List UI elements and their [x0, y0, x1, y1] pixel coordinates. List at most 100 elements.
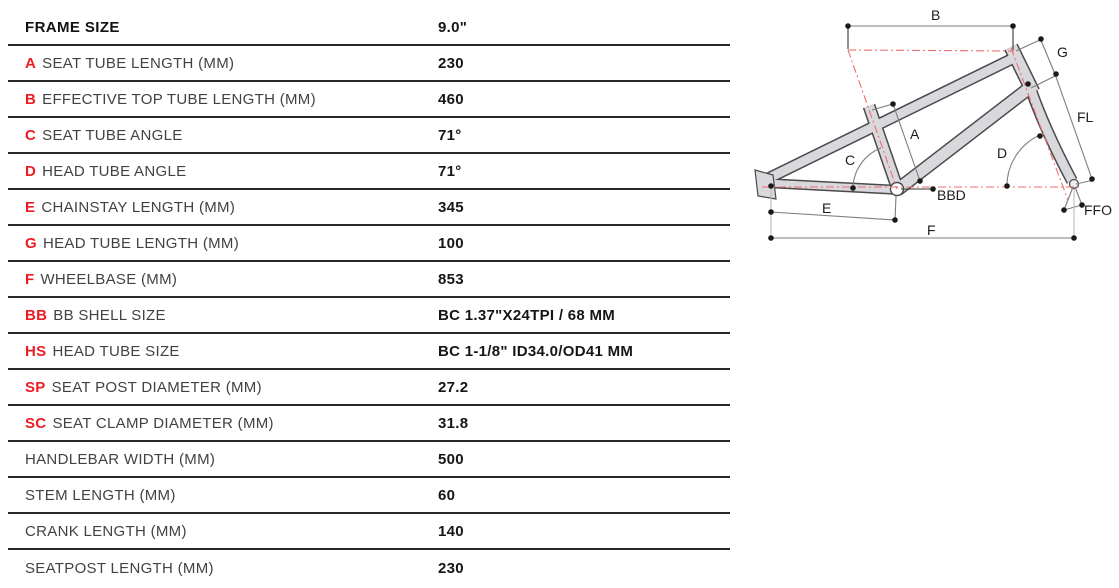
row-value: 31.8 — [438, 414, 469, 432]
row-value: 853 — [438, 270, 464, 288]
table-row: G HEAD TUBE LENGTH (MM) 100 — [8, 226, 730, 262]
row-value: 500 — [438, 450, 464, 468]
row-label-text: SEAT CLAMP DIAMETER (MM) — [52, 414, 274, 432]
label-head-angle: D — [997, 145, 1007, 161]
row-prefix: HS — [25, 342, 47, 360]
row-value: 345 — [438, 198, 464, 216]
row-prefix: D — [25, 162, 37, 180]
row-prefix: SP — [25, 378, 46, 396]
table-row: F WHEELBASE (MM) 853 — [8, 262, 730, 298]
table-row: BB BB SHELL SIZE BC 1.37"X24TPI / 68 MM — [8, 298, 730, 334]
row-label-text: WHEELBASE (MM) — [40, 270, 178, 288]
dim-a-line — [892, 103, 921, 182]
row-label-text: SEATPOST LENGTH (MM) — [25, 559, 214, 577]
row-value: BC 1-1/8" ID34.0/OD41 MM — [438, 342, 634, 360]
row-value: BC 1.37"X24TPI / 68 MM — [438, 306, 616, 324]
label-head-tube: G — [1057, 44, 1068, 60]
dim-a-ext — [871, 103, 894, 111]
label-bb-drop: BBD — [937, 187, 966, 203]
row-label: CRANK LENGTH (MM) — [8, 523, 187, 540]
dim-g-line — [1039, 37, 1056, 75]
effective-toptube-axis — [847, 49, 1015, 52]
dim-e-line — [770, 211, 896, 221]
construction-lines — [762, 47, 1080, 201]
head-tube-axis — [1010, 47, 1069, 201]
spec-table: FRAME SIZE 9.0" A SEAT TUBE LENGTH (MM) 23… — [8, 10, 730, 586]
row-value: 60 — [438, 486, 456, 504]
table-header-value: 9.0" — [438, 18, 468, 36]
row-label: G HEAD TUBE LENGTH (MM) — [8, 235, 239, 252]
row-value: 140 — [438, 522, 464, 540]
row-prefix: C — [25, 126, 37, 144]
dim-e-ext — [894, 195, 897, 222]
label-seat-angle: C — [845, 152, 855, 168]
dim-g-ext-top — [1015, 38, 1043, 52]
row-label-text: HANDLEBAR WIDTH (MM) — [25, 450, 216, 468]
row-value: 230 — [438, 54, 464, 72]
dimension-lines — [770, 25, 1095, 239]
row-value: 100 — [438, 234, 464, 252]
row-label: SC SEAT CLAMP DIAMETER (MM) — [8, 415, 274, 432]
table-row: E CHAINSTAY LENGTH (MM) 345 — [8, 190, 730, 226]
row-label-text: CHAINSTAY LENGTH (MM) — [41, 198, 236, 216]
row-prefix: G — [25, 234, 37, 252]
row-label: E CHAINSTAY LENGTH (MM) — [8, 199, 235, 216]
row-prefix: B — [25, 90, 37, 108]
table-row: A SEAT TUBE LENGTH (MM) 230 — [8, 46, 730, 82]
dim-fl-line — [1054, 73, 1093, 180]
row-label-text: SEAT TUBE ANGLE — [42, 126, 183, 144]
frame-fill — [765, 44, 1076, 195]
row-label: A SEAT TUBE LENGTH (MM) — [8, 55, 234, 72]
row-label-text: SEAT POST DIAMETER (MM) — [51, 378, 262, 396]
row-value: 71° — [438, 162, 462, 180]
row-prefix: F — [25, 270, 35, 288]
dim-ffo-line — [1063, 204, 1083, 211]
row-prefix: A — [25, 54, 37, 72]
row-label: C SEAT TUBE ANGLE — [8, 127, 183, 144]
label-seat-tube: A — [910, 126, 920, 142]
row-label-text: CRANK LENGTH (MM) — [25, 522, 187, 540]
table-row: STEM LENGTH (MM) 60 — [8, 478, 730, 514]
row-label-text: BB SHELL SIZE — [53, 306, 166, 324]
label-top-tube: B — [931, 7, 940, 23]
table-row: HANDLEBAR WIDTH (MM) 500 — [8, 442, 730, 478]
row-value: 71° — [438, 126, 462, 144]
table-row: CRANK LENGTH (MM) 140 — [8, 514, 730, 550]
row-label-text: HEAD TUBE ANGLE — [42, 162, 187, 180]
row-value: 230 — [438, 559, 464, 577]
row-label-text: EFFECTIVE TOP TUBE LENGTH (MM) — [42, 90, 316, 108]
row-prefix: BB — [25, 306, 48, 324]
row-label: D HEAD TUBE ANGLE — [8, 163, 186, 180]
row-value: 460 — [438, 90, 464, 108]
row-label: SEATPOST LENGTH (MM) — [8, 560, 214, 577]
row-label: SP SEAT POST DIAMETER (MM) — [8, 379, 262, 396]
dark-extension-lines — [847, 28, 1014, 190]
dim-g-ext-bottom — [1030, 74, 1058, 89]
row-label: BB BB SHELL SIZE — [8, 307, 166, 324]
row-prefix: SC — [25, 414, 47, 432]
row-value: 27.2 — [438, 378, 469, 396]
dim-ffo-ext-left — [1063, 186, 1074, 211]
table-row: D HEAD TUBE ANGLE 71° — [8, 154, 730, 190]
row-label-text: STEM LENGTH (MM) — [25, 486, 176, 504]
dimension-labels: B G FL A C D BBD E F FFO — [822, 7, 1112, 238]
dim-c-arc — [852, 147, 882, 189]
frame-diagram: B G FL A C D BBD E F FFO — [754, 7, 1112, 241]
label-chainstay: E — [822, 200, 831, 216]
dim-d-arc — [1006, 134, 1041, 187]
row-prefix: E — [25, 198, 36, 216]
label-fork-length: FL — [1077, 109, 1094, 125]
label-fork-offset: FFO — [1084, 202, 1112, 218]
table-row: SEATPOST LENGTH (MM) 230 — [8, 550, 730, 586]
table-header-row: FRAME SIZE 9.0" — [8, 10, 730, 46]
row-label-text: HEAD TUBE LENGTH (MM) — [42, 234, 240, 252]
dim-ffo-ext-right — [1074, 186, 1083, 206]
row-label: HANDLEBAR WIDTH (MM) — [8, 451, 215, 468]
table-row: SC SEAT CLAMP DIAMETER (MM) 31.8 — [8, 406, 730, 442]
row-label: F WHEELBASE (MM) — [8, 271, 177, 288]
row-label-text: SEAT TUBE LENGTH (MM) — [42, 54, 235, 72]
table-row: B EFFECTIVE TOP TUBE LENGTH (MM) 460 — [8, 82, 730, 118]
label-wheelbase: F — [927, 222, 936, 238]
dimension-dots — [768, 23, 1095, 241]
